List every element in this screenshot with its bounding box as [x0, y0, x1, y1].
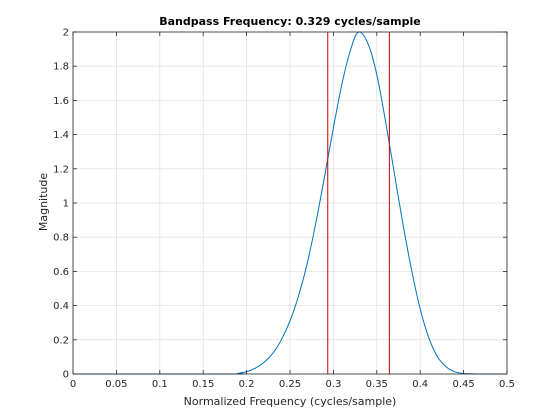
y-tick-label: 1.2: [53, 164, 69, 175]
x-tick-label: 0.2: [239, 379, 255, 390]
y-tick-label: 0.8: [53, 233, 69, 244]
y-axis-label: Magnitude: [37, 173, 50, 232]
y-tick-label: 1.8: [53, 62, 69, 73]
y-tick-label: 1: [63, 199, 69, 210]
chart-title: Bandpass Frequency: 0.329 cycles/sample: [159, 15, 421, 28]
x-tick-label: 0.15: [192, 379, 214, 390]
y-tick-label: 0.2: [53, 335, 69, 346]
x-tick-label: 0.35: [366, 379, 388, 390]
y-tick-label: 0: [63, 370, 69, 381]
x-tick-label: 0.25: [279, 379, 301, 390]
y-tick-label: 1.4: [53, 130, 69, 141]
vline-layer: [327, 32, 390, 374]
x-tick-label: 0: [70, 379, 76, 390]
x-tick-label: 0.5: [499, 379, 515, 390]
x-tick-label: 0.4: [412, 379, 428, 390]
x-axis-label: Normalized Frequency (cycles/sample): [184, 395, 397, 408]
y-tick-label: 1.6: [53, 96, 69, 107]
x-tick-label: 0.1: [152, 379, 168, 390]
magnitude-curve: [72, 31, 508, 375]
y-tick-label: 2: [63, 28, 69, 39]
curve-layer: [72, 31, 508, 375]
grid: [72, 31, 508, 375]
y-tick-label: 0.4: [53, 301, 69, 312]
x-tick-label: 0.3: [325, 379, 341, 390]
y-ticks: 0 0.2 0.4 0.6 0.8 1 1.2 1.4 1.6 1.8 2: [53, 28, 507, 381]
x-tick-label: 0.05: [105, 379, 127, 390]
x-tick-label: 0.45: [452, 379, 474, 390]
x-ticks: 0 0.05 0.1 0.15 0.2 0.25 0.3 0.35 0.4 0.45 0.5: [70, 32, 515, 390]
y-tick-label: 0.6: [53, 267, 69, 278]
